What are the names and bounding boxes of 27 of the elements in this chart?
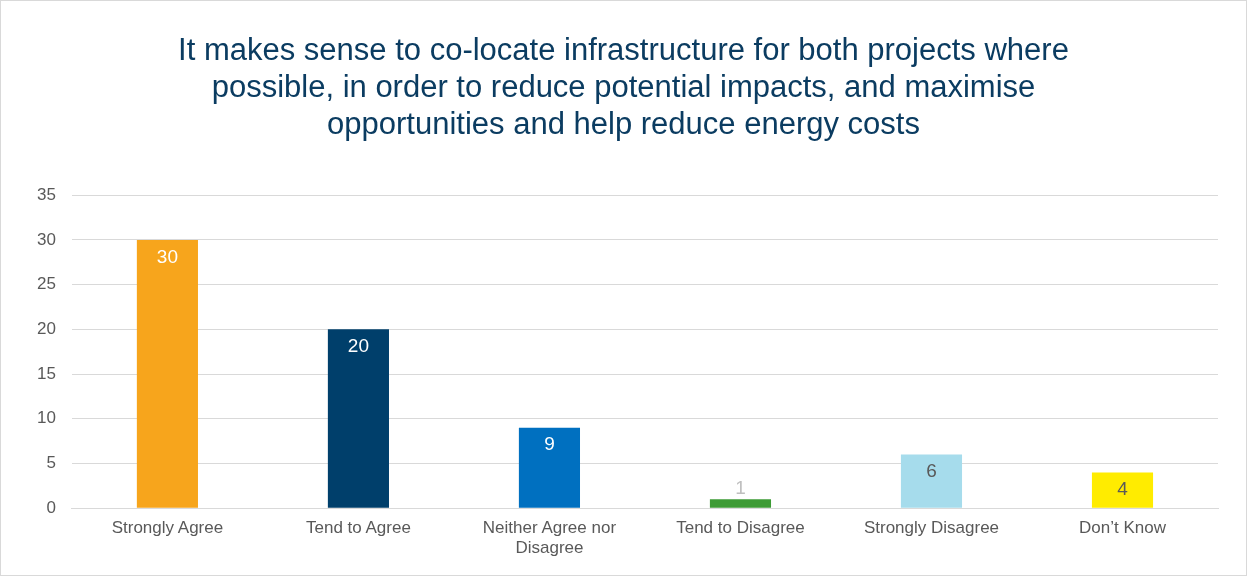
y-tick-label: 5	[46, 453, 56, 473]
data-label: 30	[156, 245, 178, 267]
y-tick-label: 20	[36, 319, 56, 339]
y-tick-label: 10	[36, 408, 56, 428]
x-tick-label: Tend to Disagree	[676, 518, 805, 538]
bar	[136, 239, 198, 508]
y-tick-label: 0	[46, 497, 56, 517]
bar	[900, 454, 963, 508]
x-tick-label: Tend to Agree	[305, 518, 411, 538]
bar	[709, 499, 772, 508]
bar	[518, 427, 581, 508]
data-label: 9	[544, 433, 555, 455]
x-tick-label: Strongly Agree	[111, 518, 224, 538]
y-tick-label: 15	[36, 363, 56, 383]
y-tick-label: 35	[36, 184, 56, 204]
y-tick-label: 25	[36, 274, 56, 294]
x-tick-label: Strongly Disagree	[863, 518, 1000, 538]
x-tick-label: Neither Agree nor Disagree	[482, 518, 617, 558]
bar	[327, 329, 389, 508]
chart-title: It makes sense to co-locate infrastructure for both projects where possible, in order to reduce potential impacts, and maximise opportunities and help reduce energy costs	[177, 31, 1070, 142]
y-tick-label: 30	[36, 229, 56, 249]
data-label: 1	[735, 476, 746, 498]
bar	[1091, 472, 1154, 508]
data-label: 20	[347, 335, 369, 357]
data-label: 6	[926, 460, 937, 482]
data-label: 4	[1117, 478, 1129, 500]
x-tick-label: Don’t Know	[1079, 518, 1167, 538]
